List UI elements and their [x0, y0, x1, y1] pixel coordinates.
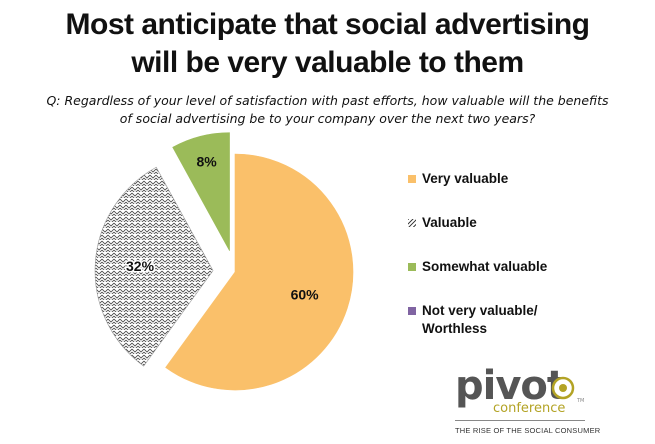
chart-title-line-1: Most anticipate that social advertising: [65, 8, 590, 41]
logo-divider: [455, 420, 585, 421]
legend-label: Somewhat valuable: [422, 259, 548, 274]
logo-trademark: TM: [577, 398, 585, 404]
legend-label: Valuable: [422, 215, 477, 230]
data-label: 32%: [126, 258, 155, 274]
survey-question-line-2: of social advertising be to your company…: [119, 111, 536, 126]
legend-swatch: [408, 219, 416, 227]
logo-target-icon: [551, 376, 575, 400]
survey-question-line-1: Q: Regardless of your level of satisfact…: [46, 93, 609, 108]
legend-swatch: [408, 307, 416, 315]
pie-chart: 60% 32% 8%: [94, 132, 354, 391]
legend-label: Not very valuable/Worthless: [422, 303, 538, 336]
logo-subtitle: conference: [493, 401, 566, 416]
data-label: 60%: [291, 287, 320, 303]
legend-swatch: [408, 263, 416, 271]
legend-item: Not very valuable/Worthless: [408, 302, 538, 338]
chart-title: Most anticipate that social advertising …: [0, 6, 655, 82]
legend-item: Valuable: [408, 214, 477, 232]
logo-tagline: THE RISE OF THE SOCIAL CONSUMER: [455, 426, 601, 435]
legend-swatch: [408, 175, 416, 183]
pie-slice-valuable: [94, 166, 214, 367]
pie-slice-somewhat-valuable: [172, 132, 230, 251]
chart-title-line-2: will be very valuable to them: [131, 46, 524, 79]
legend-label: Very valuable: [422, 171, 509, 186]
pivot-logo: pivot conference TM THE RISE OF THE SOCI…: [455, 362, 650, 442]
legend-item: Very valuable: [408, 170, 508, 188]
logo-wordmark: pivot: [455, 363, 566, 409]
survey-question: Q: Regardless of your level of satisfact…: [20, 92, 635, 128]
legend-item: Somewhat valuable: [408, 258, 547, 276]
data-label: 8%: [197, 154, 218, 170]
pie-slice-very-valuable: [165, 153, 354, 391]
